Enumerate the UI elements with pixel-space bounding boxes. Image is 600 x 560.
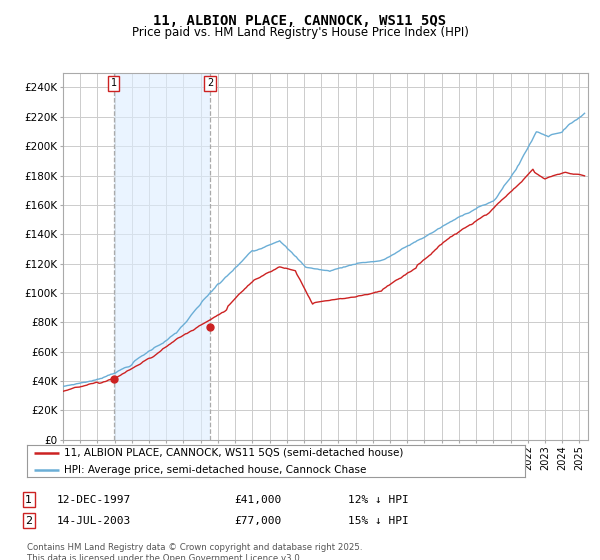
Text: 1: 1 xyxy=(25,494,32,505)
Text: Contains HM Land Registry data © Crown copyright and database right 2025.
This d: Contains HM Land Registry data © Crown c… xyxy=(27,543,362,560)
Text: 12-DEC-1997: 12-DEC-1997 xyxy=(57,494,131,505)
Text: 15% ↓ HPI: 15% ↓ HPI xyxy=(348,516,409,526)
Text: 2: 2 xyxy=(207,78,213,88)
Text: 2: 2 xyxy=(25,516,32,526)
Text: £77,000: £77,000 xyxy=(234,516,281,526)
Text: 11, ALBION PLACE, CANNOCK, WS11 5QS (semi-detached house): 11, ALBION PLACE, CANNOCK, WS11 5QS (sem… xyxy=(64,448,404,458)
Text: 14-JUL-2003: 14-JUL-2003 xyxy=(57,516,131,526)
Text: Price paid vs. HM Land Registry's House Price Index (HPI): Price paid vs. HM Land Registry's House … xyxy=(131,26,469,39)
Text: 11, ALBION PLACE, CANNOCK, WS11 5QS: 11, ALBION PLACE, CANNOCK, WS11 5QS xyxy=(154,14,446,28)
Text: 1: 1 xyxy=(111,78,117,88)
Text: £41,000: £41,000 xyxy=(234,494,281,505)
Text: 12% ↓ HPI: 12% ↓ HPI xyxy=(348,494,409,505)
Text: HPI: Average price, semi-detached house, Cannock Chase: HPI: Average price, semi-detached house,… xyxy=(64,465,367,475)
Bar xyxy=(114,73,210,440)
